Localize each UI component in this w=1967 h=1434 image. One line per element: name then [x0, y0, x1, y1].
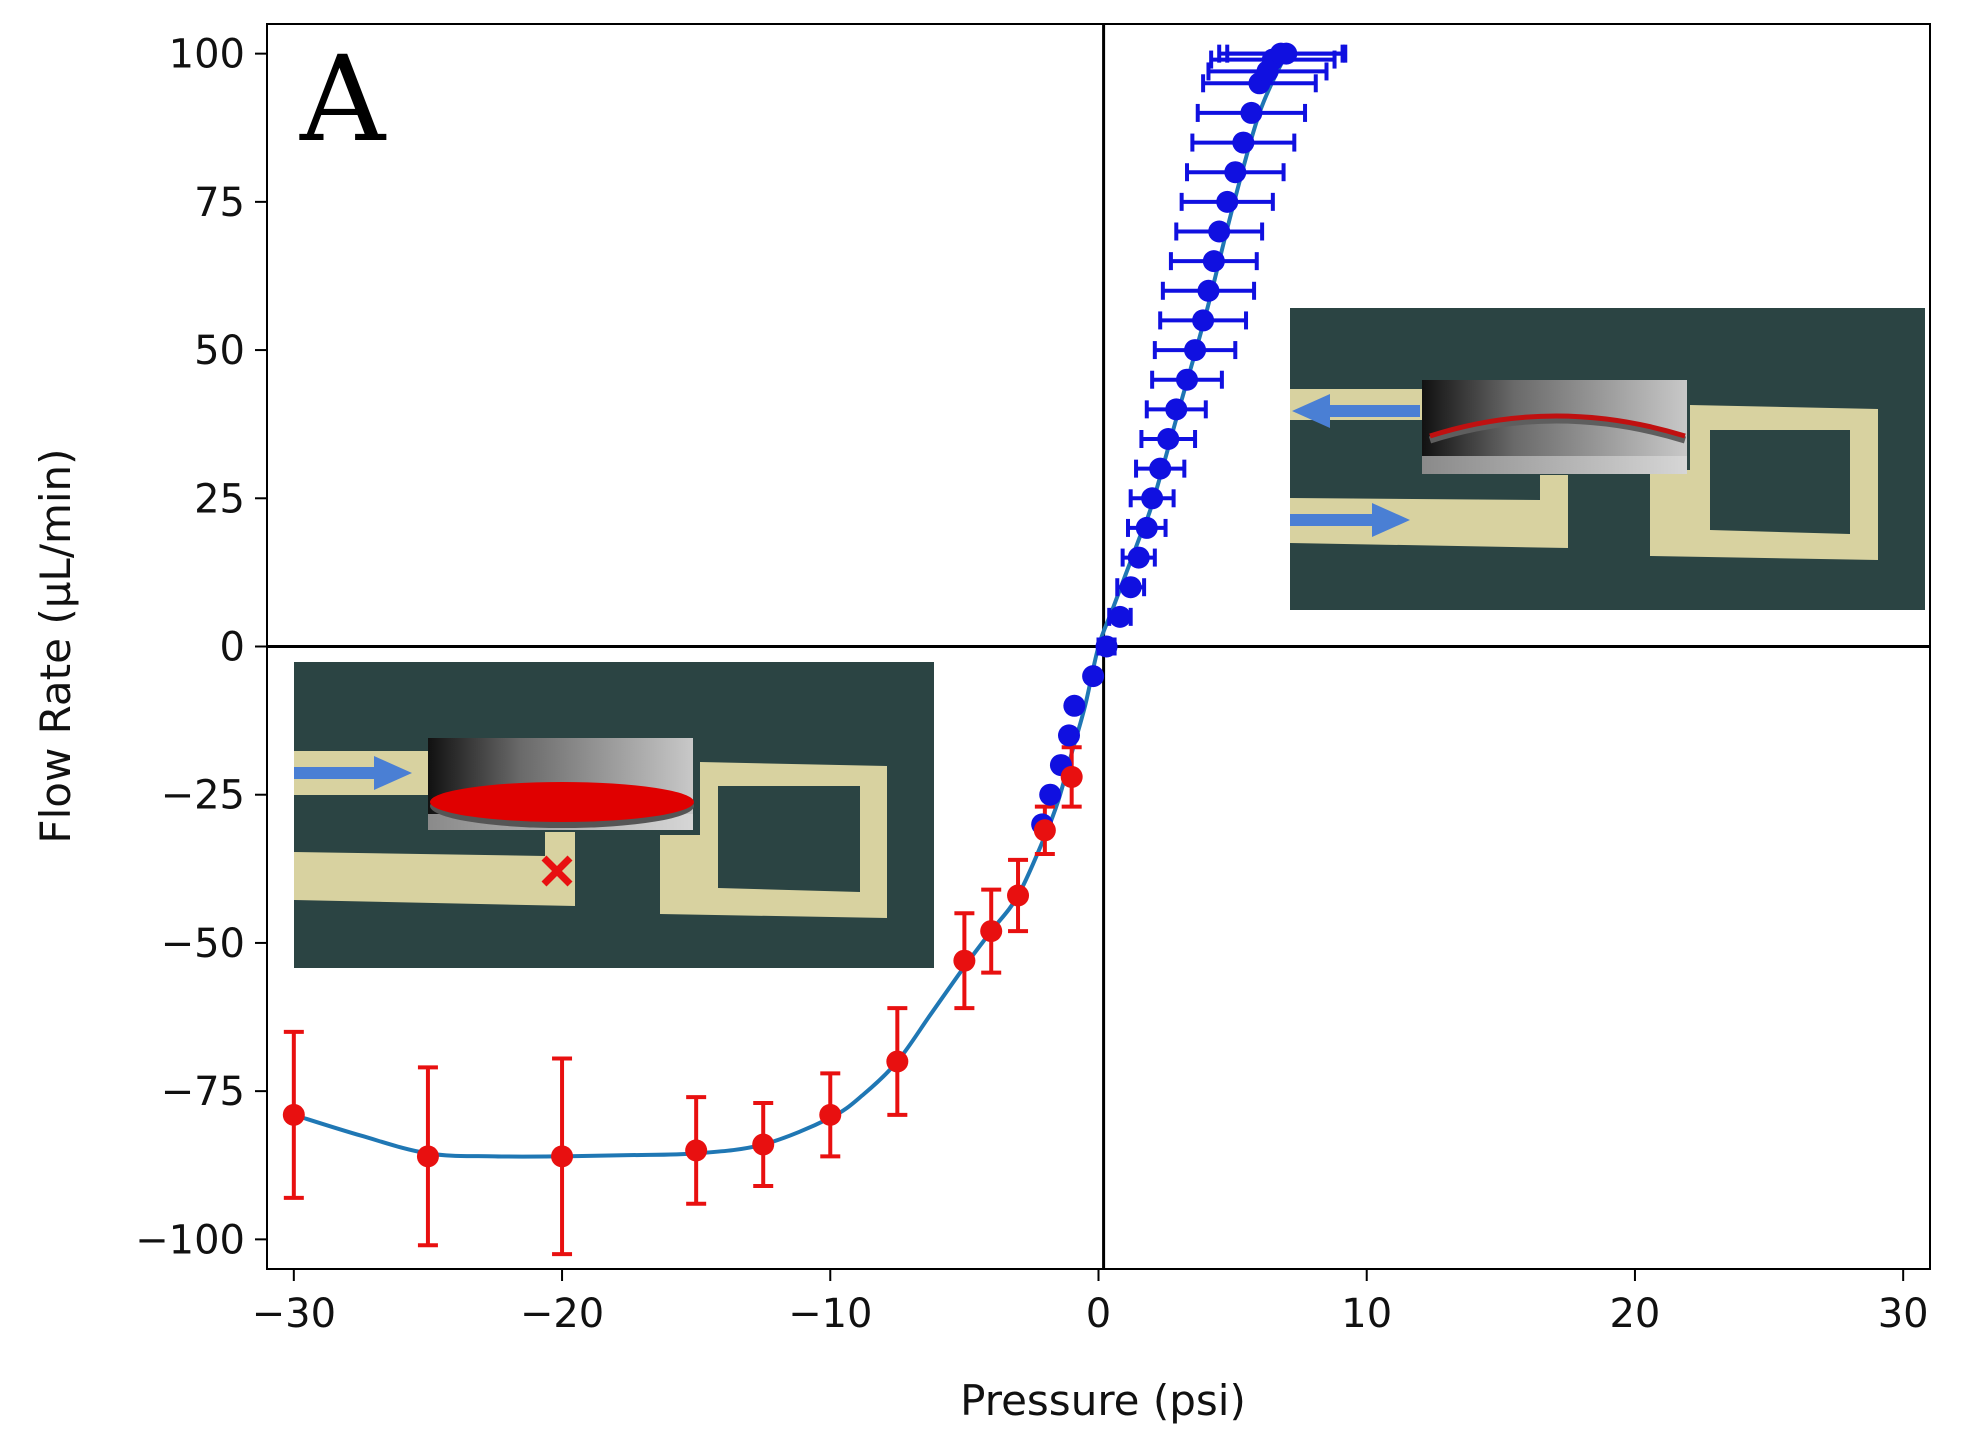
y-tick-label: 50: [194, 328, 245, 374]
forward-point: [1184, 339, 1207, 362]
forward-point: [1141, 487, 1164, 510]
forward-point: [1197, 279, 1220, 302]
forward-point: [1208, 220, 1231, 243]
reverse-point: [1033, 819, 1056, 842]
y-tick-label: 25: [194, 476, 245, 522]
forward-point: [1224, 161, 1247, 184]
forward-point: [1119, 576, 1142, 599]
reverse-point: [1007, 884, 1030, 907]
panel-label: A: [299, 30, 387, 168]
forward-point: [1216, 190, 1239, 213]
y-tick-label: −50: [161, 921, 245, 967]
y-tick-label: 75: [194, 180, 245, 226]
y-tick-label: 0: [220, 625, 245, 671]
x-tick-label: −10: [788, 1291, 872, 1337]
forward-point: [1108, 605, 1131, 628]
forward-point: [1192, 309, 1215, 332]
forward-point: [1240, 101, 1263, 124]
reverse-point: [551, 1145, 574, 1168]
forward-negative-point: [1057, 724, 1080, 747]
y-axis-title: Flow Rate (µL/min): [31, 448, 80, 843]
y-axis-ticks: 100 75 50 25 0 −25 −50 −75 −100: [135, 32, 267, 1263]
forward-point: [1202, 250, 1225, 273]
x-tick-label: −20: [520, 1291, 604, 1337]
x-tick-label: −30: [252, 1291, 336, 1337]
reverse-point: [416, 1145, 439, 1168]
forward-point: [1232, 131, 1255, 154]
x-tick-label: 20: [1609, 1291, 1660, 1337]
blocked-x-icon: [541, 855, 573, 887]
inset-forward-flow: [1290, 308, 1925, 610]
forward-point: [1127, 546, 1150, 569]
y-tick-label: 100: [169, 32, 245, 78]
forward-negative-point: [1039, 783, 1062, 806]
x-axis-title: Pressure (psi): [960, 1376, 1246, 1425]
y-tick-label: −25: [161, 773, 245, 819]
forward-negative-point: [1063, 694, 1086, 717]
x-tick-label: 0: [1086, 1291, 1111, 1337]
x-tick-label: 10: [1341, 1291, 1392, 1337]
forward-point: [1135, 516, 1158, 539]
y-tick-label: −100: [135, 1217, 245, 1263]
inset-reverse-flow: [294, 662, 934, 968]
y-tick-label: −75: [161, 1069, 245, 1115]
reverse-point: [282, 1103, 305, 1126]
forward-point: [1275, 42, 1298, 65]
forward-point: [1165, 398, 1188, 421]
forward-point: [1157, 428, 1180, 450]
reverse-point: [819, 1103, 842, 1126]
x-axis-ticks: −30 −20 −10 0 10 20 30: [252, 1269, 1929, 1337]
reverse-point: [980, 920, 1003, 943]
reverse-point: [953, 949, 976, 972]
reverse-point: [752, 1133, 775, 1156]
forward-negative-point: [1082, 665, 1105, 688]
forward-point: [1095, 635, 1118, 658]
reverse-point: [1060, 765, 1083, 788]
points-layer: [282, 42, 1298, 1168]
reverse-point: [886, 1050, 909, 1073]
x-tick-label: 30: [1878, 1291, 1929, 1337]
forward-point: [1176, 368, 1199, 391]
forward-point: [1149, 457, 1172, 480]
reverse-point: [685, 1139, 708, 1162]
